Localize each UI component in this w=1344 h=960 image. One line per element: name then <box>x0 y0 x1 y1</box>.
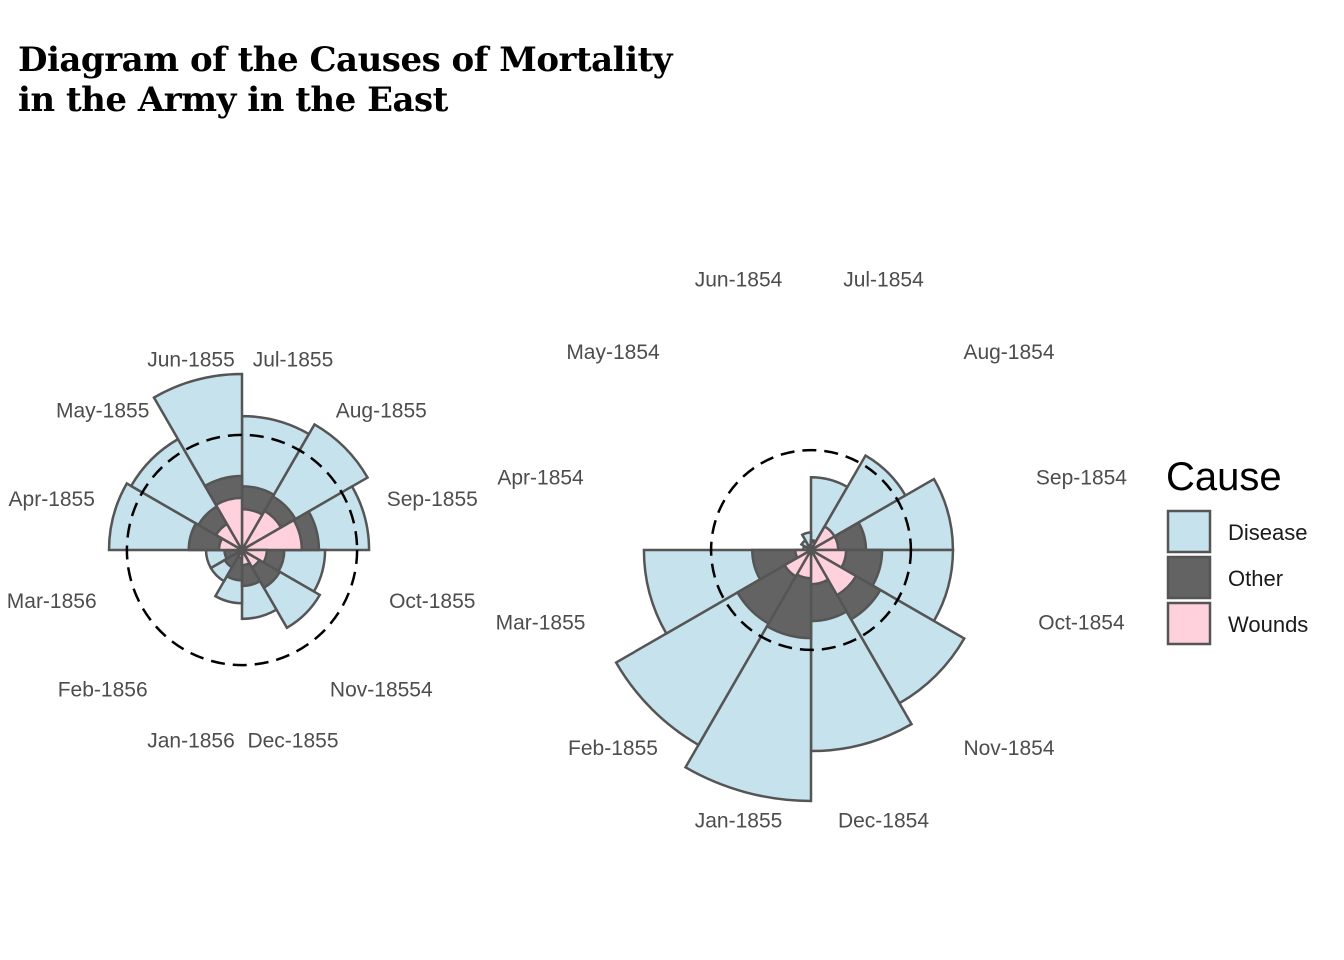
wedge-wounds-nov-18554 <box>238 546 262 570</box>
month-label: Aug-1855 <box>336 400 427 423</box>
month-label: May-1855 <box>56 400 149 423</box>
month-label: Dec-1855 <box>247 729 338 752</box>
wedge-wounds-sep-1855 <box>237 518 304 552</box>
panel-right: Jul-1854 Aug-1854 Sep-1854 Oct-1854 Nov-1854… <box>496 269 1128 833</box>
month-label: Nov-1854 <box>963 737 1054 760</box>
month-label: Sep-1855 <box>387 488 478 511</box>
month-label: Apr-1855 <box>9 488 95 511</box>
month-label: Nov-18554 <box>330 678 433 701</box>
legend-title: Cause <box>1166 455 1282 499</box>
month-label: Sep-1854 <box>1036 467 1127 490</box>
wedge-wounds-jun-1855 <box>214 496 244 555</box>
legend-key-disease <box>1166 509 1212 554</box>
month-label: Jul-1854 <box>843 269 924 292</box>
month-label: Jan-1856 <box>147 729 235 752</box>
wedge-wounds-dec-1855 <box>240 545 252 567</box>
month-label: Oct-1855 <box>389 590 475 613</box>
wedge-wounds-mar-1855 <box>794 548 816 560</box>
month-label: Mar-1855 <box>496 611 586 634</box>
chart-title: Diagram of the Causes of Mortality in th… <box>18 40 672 120</box>
month-label: Mar-1856 <box>7 590 97 613</box>
month-label: Aug-1854 <box>963 341 1054 364</box>
title-line-1: Diagram of the Causes of Mortality <box>18 40 672 80</box>
title-line-2: in the Army in the East <box>18 80 448 120</box>
panel-left: Jul-1855 Aug-1855 Sep-1855 Oct-1855 Nov-1855… <box>7 349 478 753</box>
legend-label-disease: Disease <box>1228 520 1307 545</box>
wedge-wounds-feb-1855 <box>782 546 815 579</box>
month-label: May-1854 <box>566 341 660 364</box>
month-label: Jul-1855 <box>253 349 334 372</box>
month-label: Feb-1856 <box>58 678 148 701</box>
month-label: Jun-1855 <box>147 349 235 372</box>
legend-key-other <box>1166 555 1212 600</box>
month-label: Apr-1854 <box>497 467 584 490</box>
legend-label-other: Other <box>1228 566 1283 591</box>
month-label: Jan-1855 <box>695 809 783 832</box>
legend-label-wounds: Wounds <box>1228 612 1308 637</box>
reference-circle <box>125 433 359 667</box>
wedge-wounds-dec-1854 <box>809 545 830 586</box>
wedge-wounds-nov-1854 <box>807 546 858 597</box>
month-label: Oct-1854 <box>1038 611 1125 634</box>
month-label: Dec-1854 <box>838 809 929 832</box>
reference-circle <box>709 448 913 652</box>
legend-key-wounds <box>1166 601 1212 646</box>
month-label: Jun-1854 <box>695 269 783 292</box>
legend: Cause Disease Other Wounds <box>1166 455 1308 646</box>
month-label: Feb-1855 <box>568 737 658 760</box>
